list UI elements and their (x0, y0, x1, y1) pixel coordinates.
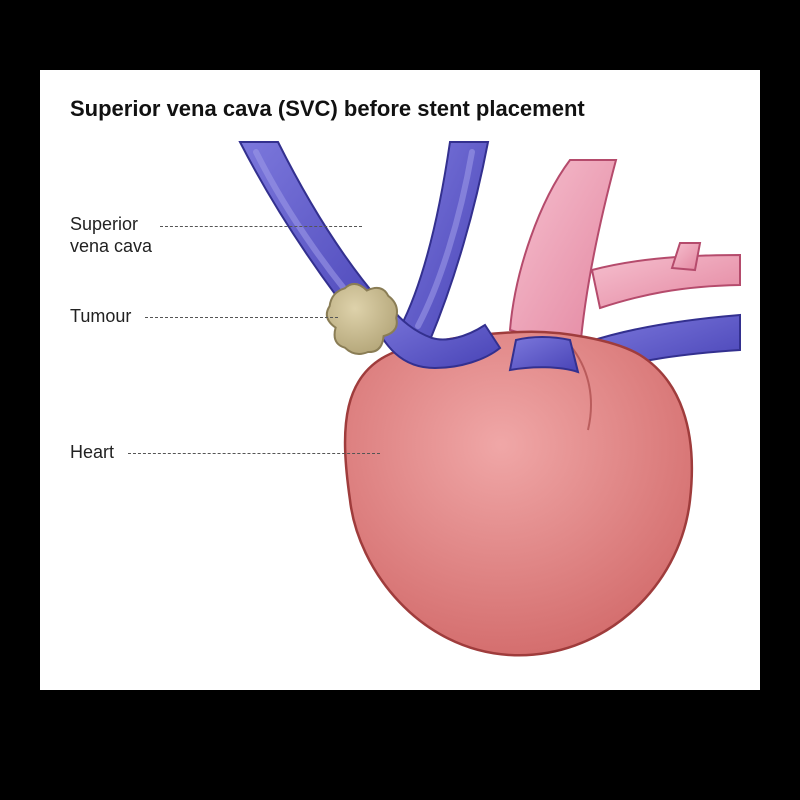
heart-shape (345, 332, 692, 656)
leader-svc (160, 226, 362, 227)
label-svc: Superior vena cava (70, 214, 152, 257)
diagram-canvas: Superior vena cava (SVC) before stent pl… (40, 70, 760, 690)
label-tumour: Tumour (70, 306, 131, 328)
anatomy-illustration (40, 70, 760, 690)
leader-tumour (145, 317, 338, 318)
leader-heart (128, 453, 380, 454)
label-heart: Heart (70, 442, 114, 464)
